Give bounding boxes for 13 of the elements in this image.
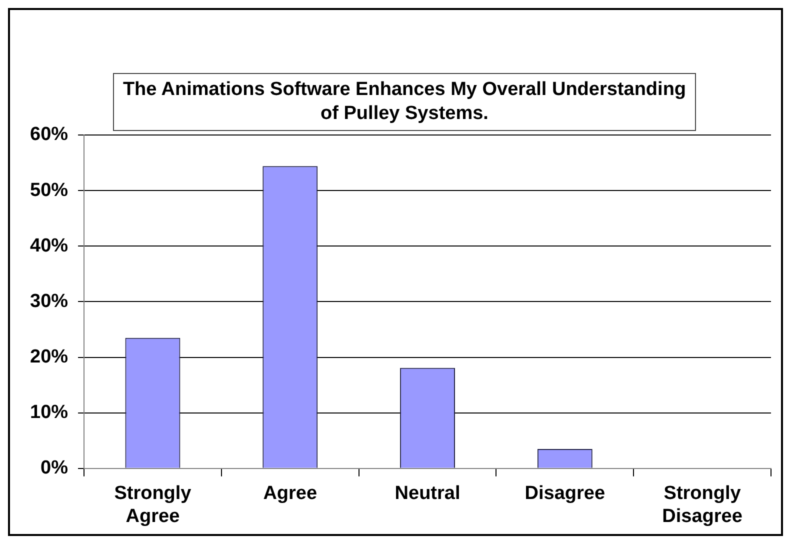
x-tick-label: Strongly Disagree	[662, 483, 742, 527]
chart-title: The Animations Software Enhances My Overall Understanding of Pulley Systems.	[113, 73, 696, 131]
x-tick-label: Neutral	[394, 483, 460, 504]
y-tick-label: 10%	[30, 402, 68, 424]
y-tick-label: 20%	[30, 346, 68, 368]
x-tick-label: Agree	[263, 483, 318, 504]
x-tick-label: Disagree	[524, 483, 606, 504]
y-tick-label: 40%	[30, 235, 68, 256]
y-tick-label: 30%	[30, 290, 68, 312]
y-tick-label: 50%	[30, 180, 68, 201]
y-tick-label: 0%	[40, 458, 68, 479]
y-tick-label: 60%	[30, 124, 68, 146]
x-tick-label: Strongly Agree	[114, 483, 192, 527]
